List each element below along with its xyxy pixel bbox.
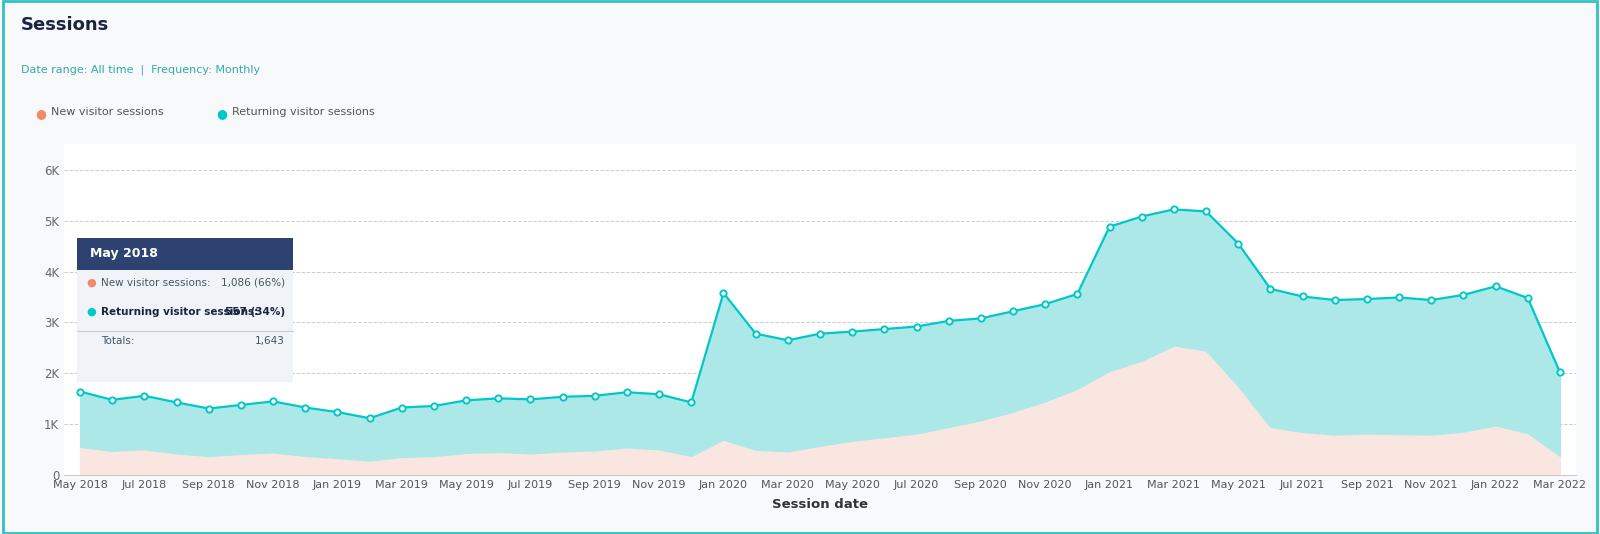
Text: New visitor sessions: New visitor sessions bbox=[51, 107, 163, 117]
Text: Totals:: Totals: bbox=[101, 336, 134, 347]
Text: 1,643: 1,643 bbox=[254, 336, 285, 347]
Text: New visitor sessions:: New visitor sessions: bbox=[101, 278, 211, 288]
Text: 557 (34%): 557 (34%) bbox=[224, 307, 285, 317]
Text: Date range: All time  |  Frequency: Monthly: Date range: All time | Frequency: Monthl… bbox=[21, 64, 259, 75]
Text: ●: ● bbox=[216, 107, 227, 120]
X-axis label: Session date: Session date bbox=[771, 498, 867, 512]
Text: ●: ● bbox=[35, 107, 46, 120]
Text: Returning visitor sessions: Returning visitor sessions bbox=[232, 107, 374, 117]
Text: Returning visitor sessions:: Returning visitor sessions: bbox=[101, 307, 258, 317]
Text: ●: ● bbox=[86, 278, 96, 288]
Text: May 2018: May 2018 bbox=[90, 247, 157, 260]
Text: Sessions: Sessions bbox=[21, 16, 109, 34]
Text: ●: ● bbox=[86, 307, 96, 317]
Text: 1,086 (66%): 1,086 (66%) bbox=[221, 278, 285, 288]
